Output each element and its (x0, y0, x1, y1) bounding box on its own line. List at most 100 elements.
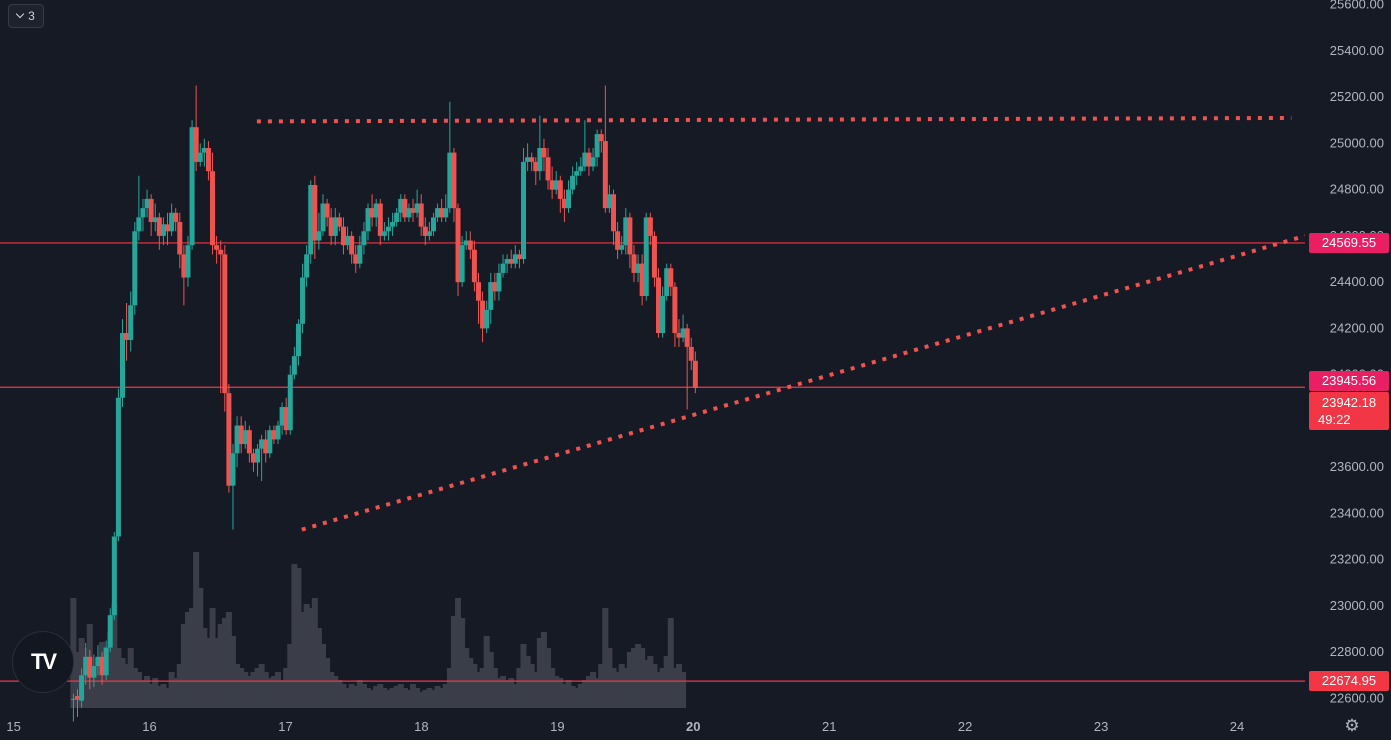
resistance-price-label: 24569.55 (1321, 234, 1377, 250)
candle-body (664, 268, 670, 297)
volume-bar (352, 686, 359, 708)
candle-body (435, 208, 441, 218)
volume-bar (217, 624, 224, 708)
price-axis[interactable]: 22600.00 22800.00 23000.00 23200.00 23400.00… (1305, 0, 1391, 740)
candle-body (210, 171, 216, 246)
volume-bar (340, 684, 347, 708)
volume-bar (434, 686, 441, 708)
volume-bar (287, 644, 294, 708)
candle-body (156, 217, 162, 236)
volume-bar (561, 684, 568, 708)
candle-body (160, 224, 166, 236)
time-tick-label: 16 (142, 719, 156, 734)
candle-body (586, 152, 592, 167)
candle-body (255, 448, 261, 463)
candle-body (201, 148, 207, 153)
candle-body (173, 212, 179, 223)
candle-body (647, 217, 653, 236)
volume-bar (405, 690, 412, 708)
support-price-tag: 22674.95 (1309, 671, 1389, 692)
candle-body (189, 127, 195, 246)
candle-body (336, 217, 342, 227)
candle-body (197, 152, 203, 162)
volume-bar (647, 656, 654, 708)
volume-bar (491, 668, 498, 708)
candle-body (651, 235, 657, 278)
candles (70, 85, 698, 722)
chevron-down-icon (15, 9, 25, 19)
candle-body (611, 194, 617, 232)
volume-bar (127, 648, 134, 708)
candle-body (136, 217, 142, 232)
volume-bar (176, 664, 183, 708)
time-tick-label: 19 (550, 719, 564, 734)
volume-bar (270, 676, 277, 708)
volume-bar (508, 678, 515, 708)
resistance-price-tag: 24569.55 (1309, 232, 1389, 253)
candle-body (324, 203, 330, 218)
volume-bar (598, 664, 605, 708)
volume-bar (144, 676, 151, 708)
candle-body (602, 141, 608, 209)
volume-bar (70, 598, 77, 708)
volume-bar (565, 680, 572, 708)
candle-body (557, 180, 563, 199)
candle-body (295, 323, 301, 357)
candle-body (115, 397, 121, 537)
volume-bar (410, 684, 417, 708)
gear-icon[interactable]: ⚙ (1344, 716, 1360, 735)
volume-bar (643, 660, 650, 708)
candle-body (287, 374, 293, 431)
candle-body (353, 254, 359, 264)
candle-body (320, 203, 326, 232)
candle-body (459, 245, 465, 283)
tradingview-logo[interactable]: TV (12, 631, 74, 693)
candle-body (267, 430, 273, 454)
volume-bar (512, 684, 519, 708)
candle-body (516, 254, 522, 260)
candle-body (238, 425, 244, 445)
price-tick-label: 25400.00 (1330, 43, 1384, 58)
collapse-indicators-button[interactable]: 3 (8, 4, 44, 28)
candle-body (676, 333, 682, 338)
time-axis[interactable]: 15 16 17 18 19 20 21 22 23 24 (6, 719, 1244, 734)
candle-body (70, 698, 76, 700)
candle-body (484, 309, 490, 329)
volume-bar (115, 648, 122, 708)
volume-bar (606, 648, 613, 708)
candle-body (83, 656, 89, 676)
candle-body (680, 328, 686, 338)
candle-body (533, 161, 539, 172)
volume-bar (160, 684, 167, 708)
volume-bar (254, 668, 261, 708)
last-price-label: 23945.56 (1321, 373, 1377, 389)
volume-bar (311, 598, 318, 708)
price-tick-label: 24800.00 (1330, 182, 1384, 197)
volume-bar (164, 688, 171, 708)
candle-body (574, 171, 580, 176)
volume-bar (131, 668, 138, 708)
candle-body (578, 166, 584, 172)
candle-body (635, 263, 641, 273)
volume-bar (369, 690, 376, 708)
volume-bar (360, 684, 367, 708)
candle-body (357, 245, 363, 264)
candle-body (365, 208, 371, 232)
volume-bar (356, 680, 363, 708)
volume-bar (671, 668, 678, 708)
volume-bar (139, 680, 146, 708)
volume-bar (168, 672, 175, 708)
candle-body (627, 217, 633, 255)
volume-bar (266, 678, 273, 708)
volume-bar (655, 672, 662, 708)
candle-body (218, 249, 224, 255)
volume-bar (377, 684, 384, 708)
price-tick-label: 24200.00 (1330, 320, 1384, 335)
volume-bar (74, 652, 81, 708)
price-tick-label: 23600.00 (1330, 459, 1384, 474)
volume-bar (135, 672, 142, 708)
volume-bar (225, 612, 232, 708)
volume-bar (209, 608, 216, 708)
candle-body (684, 328, 690, 347)
